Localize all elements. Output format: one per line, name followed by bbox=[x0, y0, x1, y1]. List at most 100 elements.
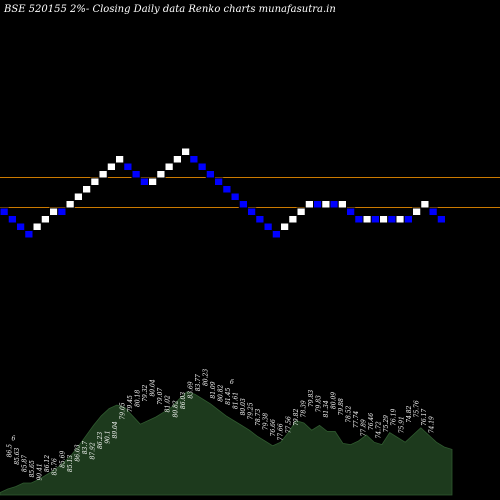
chart-title: BSE 520155 2%- Closing Daily data Renko … bbox=[3, 4, 336, 15]
volume-label-57: 75.76 bbox=[413, 400, 420, 417]
renko-brick-1-down bbox=[0, 207, 9, 216]
renko-brick-29-down bbox=[230, 192, 240, 201]
renko-brick-3-down bbox=[16, 222, 26, 231]
volume-label-2: 86.5 bbox=[7, 444, 14, 458]
volume-label-8: 85.76 bbox=[52, 458, 59, 475]
renko-brick-40-up bbox=[321, 200, 331, 209]
volume-label-24: 80.82 bbox=[172, 400, 179, 417]
volume-label-19: 80.18 bbox=[135, 390, 142, 407]
volume-label-39: 77.66 bbox=[278, 423, 285, 440]
volume-label-27: 83.77 bbox=[195, 374, 202, 391]
renko-brick-4-down bbox=[24, 230, 34, 239]
volume-label-32: 6 bbox=[230, 379, 234, 386]
volume-label-43: 79.83 bbox=[308, 390, 315, 407]
renko-brick-19-up bbox=[148, 177, 158, 186]
volume-label-36: 78.73 bbox=[255, 409, 262, 426]
renko-brick-16-down bbox=[123, 162, 133, 171]
renko-brick-2-down bbox=[7, 215, 17, 224]
renko-brick-34-down bbox=[271, 230, 281, 239]
renko-brick-31-down bbox=[247, 207, 257, 216]
renko-brick-9-up bbox=[65, 200, 75, 209]
volume-label-49: 77.74 bbox=[353, 411, 360, 428]
renko-bricks-layer bbox=[0, 147, 446, 239]
renko-brick-33-down bbox=[263, 222, 273, 231]
volume-label-28: 80.23 bbox=[202, 369, 209, 386]
volume-label-47: 79.88 bbox=[338, 398, 345, 415]
volume-label-11: 86.03 bbox=[74, 444, 81, 461]
volume-label-46: 80.09 bbox=[331, 392, 338, 409]
volume-labels-layer: 686.5 85.63 85.87 85.65 90.41 86.12 85.76 85.69… bbox=[7, 369, 436, 481]
renko-brick-51-up bbox=[412, 207, 422, 216]
volume-label-7: 86.12 bbox=[44, 455, 51, 472]
volume-label-30: 80.82 bbox=[218, 384, 225, 401]
renko-brick-42-up bbox=[337, 200, 347, 209]
volume-label-23: 81.02 bbox=[165, 395, 172, 412]
renko-brick-36-up bbox=[288, 215, 298, 224]
renko-brick-52-up bbox=[420, 200, 430, 209]
volume-area-layer bbox=[0, 391, 453, 496]
renko-brick-7-up bbox=[49, 207, 59, 216]
volume-area bbox=[0, 391, 453, 496]
renko-brick-38-up bbox=[304, 200, 314, 209]
renko-brick-35-up bbox=[280, 222, 290, 231]
volume-label-44: 79.83 bbox=[315, 395, 322, 412]
volume-label-13: 87.92 bbox=[89, 442, 96, 459]
renko-brick-6-up bbox=[40, 215, 50, 224]
renko-brick-46-down bbox=[370, 215, 380, 224]
renko-brick-8-down bbox=[57, 207, 67, 216]
renko-brick-24-down bbox=[189, 155, 199, 164]
renko-brick-14-up bbox=[106, 162, 116, 171]
volume-label-1: 6 bbox=[12, 436, 16, 443]
renko-brick-5-up bbox=[32, 222, 42, 231]
volume-label-3: 85.63 bbox=[14, 447, 21, 464]
volume-label-41: 79.82 bbox=[293, 409, 300, 426]
volume-label-20: 79.32 bbox=[142, 384, 149, 401]
volume-label-42: 78.39 bbox=[300, 400, 307, 417]
volume-label-4: 85.87 bbox=[22, 455, 29, 472]
volume-label-51: 76.46 bbox=[368, 413, 375, 430]
renko-brick-49-up bbox=[395, 215, 405, 224]
volume-label-22: 79.07 bbox=[157, 388, 164, 405]
renko-brick-37-up bbox=[296, 207, 306, 216]
renko-brick-50-down bbox=[403, 215, 413, 224]
volume-label-59: 74.19 bbox=[428, 416, 435, 433]
volume-label-29: 81.09 bbox=[210, 381, 217, 398]
volume-label-12: 83.7 bbox=[82, 441, 89, 455]
renko-brick-39-down bbox=[313, 200, 323, 209]
renko-brick-43-down bbox=[346, 207, 356, 216]
volume-label-15: 90.1 bbox=[105, 430, 112, 443]
volume-label-40: 77.56 bbox=[285, 416, 292, 433]
renko-brick-32-down bbox=[255, 215, 265, 224]
volume-label-37: 79.38 bbox=[263, 413, 270, 430]
renko-brick-27-down bbox=[214, 177, 224, 186]
renko-brick-41-down bbox=[329, 200, 339, 209]
volume-label-5: 85.65 bbox=[29, 460, 36, 477]
volume-label-33: 81.61 bbox=[233, 392, 240, 409]
volume-label-50: 77.89 bbox=[361, 419, 368, 436]
volume-label-25: 86.03 bbox=[180, 392, 187, 409]
renko-brick-18-down bbox=[139, 177, 149, 186]
volume-label-58: 76.17 bbox=[421, 409, 428, 426]
volume-label-52: 74.72 bbox=[376, 421, 383, 438]
renko-brick-23-up bbox=[181, 147, 191, 156]
renko-brick-48-down bbox=[387, 215, 397, 224]
volume-label-56: 74.82 bbox=[406, 405, 413, 422]
volume-label-18: 79.45 bbox=[127, 395, 134, 412]
renko-brick-44-down bbox=[354, 215, 364, 224]
volume-label-35: 79.25 bbox=[248, 402, 255, 419]
renko-brick-13-up bbox=[98, 170, 108, 179]
renko-brick-17-down bbox=[131, 170, 141, 179]
volume-label-17: 79.05 bbox=[120, 402, 127, 419]
renko-brick-12-up bbox=[90, 177, 100, 186]
volume-label-14: 86.23 bbox=[97, 432, 104, 449]
renko-brick-20-up bbox=[156, 170, 166, 179]
renko-brick-26-down bbox=[205, 170, 215, 179]
volume-label-54: 76.19 bbox=[391, 409, 398, 426]
renko-brick-47-up bbox=[379, 215, 389, 224]
volume-label-55: 75.91 bbox=[398, 416, 405, 433]
renko-brick-30-down bbox=[238, 200, 248, 209]
volume-label-26: 83.69 bbox=[187, 381, 194, 398]
volume-label-45: 81.34 bbox=[323, 400, 330, 417]
